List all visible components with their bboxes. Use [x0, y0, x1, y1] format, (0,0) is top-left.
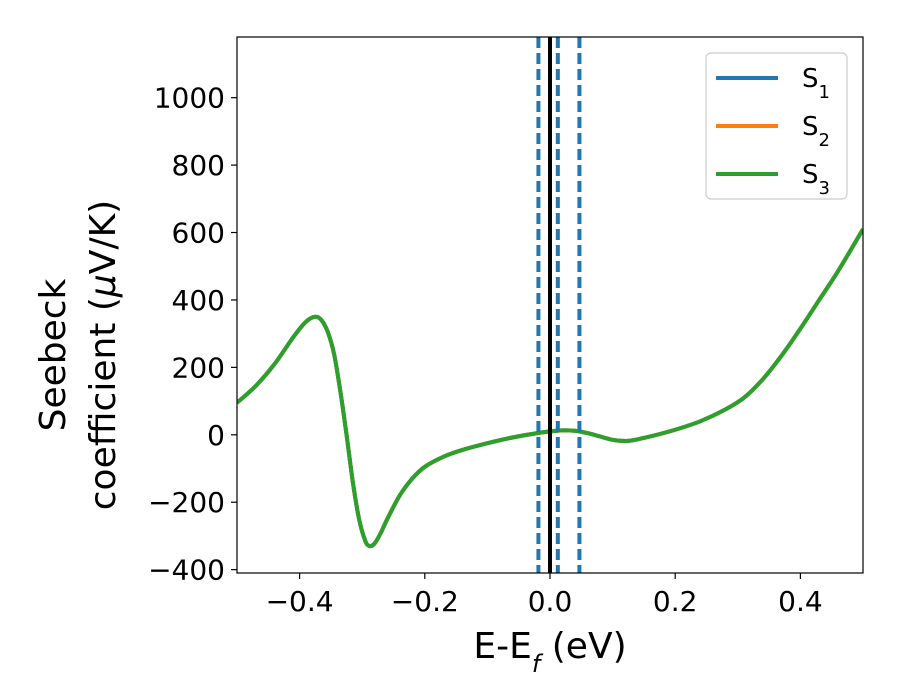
y-tick-label: 800	[172, 149, 225, 182]
y-tick-label: 200	[172, 351, 225, 384]
plot-data-layer	[237, 37, 863, 573]
y-axis-label-line2: coefficient (μV/K)	[83, 200, 124, 510]
y-axis-label-line1: Seebeck	[33, 278, 74, 431]
x-tick-label: 0.2	[653, 585, 698, 618]
x-tick-label: 0.4	[778, 585, 823, 618]
x-tick-label: 0.0	[528, 585, 573, 618]
y-tick-label: −400	[148, 554, 225, 587]
legend-label-2: S2	[802, 112, 830, 151]
axes-layer: −0.4 −0.2 0.0 0.2 0.4 −400 −200 0 200 400 600 800 10…	[148, 36, 864, 618]
x-axis-label: E-Ef (eV)	[473, 626, 626, 678]
x-tick-label: −0.4	[266, 585, 334, 618]
y-tick-label: 400	[172, 284, 225, 317]
legend: S1 S2 S3	[705, 52, 848, 200]
y-tick-label: −200	[148, 486, 225, 519]
legend-label-1: S1	[802, 64, 830, 103]
y-tick-label: 1000	[154, 82, 225, 115]
y-tick-label: 600	[172, 217, 225, 250]
series-line-3	[237, 228, 863, 549]
legend-label-3: S3	[802, 160, 830, 199]
x-tick-label: −0.2	[391, 585, 459, 618]
y-tick-label: 0	[207, 419, 225, 452]
